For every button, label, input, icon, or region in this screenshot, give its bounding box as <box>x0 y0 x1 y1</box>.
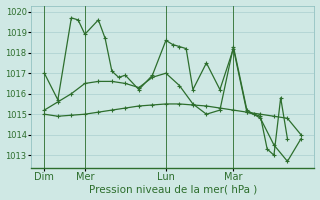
X-axis label: Pression niveau de la mer( hPa ): Pression niveau de la mer( hPa ) <box>89 184 257 194</box>
